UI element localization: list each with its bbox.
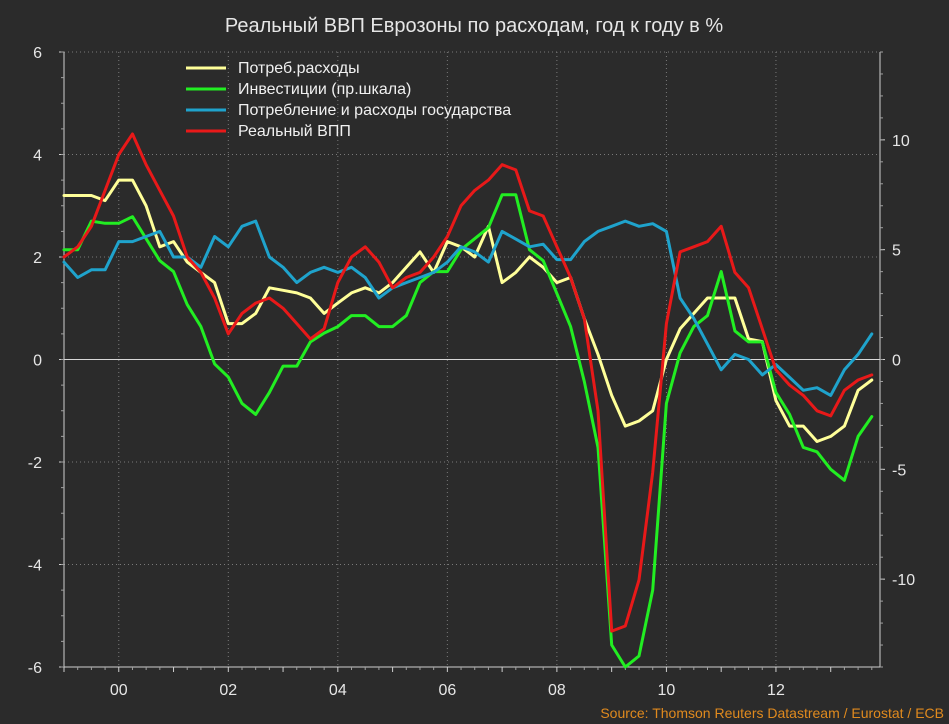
- y-left-tick-label: -6: [28, 660, 42, 677]
- series-line-1: [62, 178, 874, 443]
- series-line-3: [62, 219, 874, 397]
- y-left-tick-label: 6: [33, 45, 42, 62]
- x-tick-label: 06: [438, 682, 456, 699]
- legend: Потреб.расходы Инвестиции (пр.шкала) Потре…: [186, 60, 511, 140]
- y-left-tick-label: -2: [28, 455, 42, 472]
- y-left-tick-label: -4: [28, 558, 42, 575]
- y-left-tick-label: 2: [33, 250, 42, 267]
- x-tick-label: 00: [110, 682, 128, 699]
- series-line-2: [62, 193, 874, 669]
- y-right-tick-label: -5: [892, 462, 906, 479]
- y-right-tick-label: 10: [892, 133, 910, 150]
- chart-title: Реальный ВВП Еврозоны по расходам, год к…: [225, 15, 723, 37]
- x-tick-label: 02: [219, 682, 237, 699]
- x-tick-label: 08: [548, 682, 566, 699]
- y-left-tick-label: 0: [33, 353, 42, 370]
- legend-label-1: Потреб.расходы: [238, 60, 360, 77]
- x-tick-label: 04: [329, 682, 347, 699]
- grid-layer: [64, 51, 880, 668]
- y-left-tick-label: 4: [33, 148, 42, 165]
- legend-label-4: Реальный ВПП: [238, 123, 351, 140]
- y-right-tick-label: 0: [892, 353, 901, 370]
- x-tick-label: 12: [767, 682, 785, 699]
- source-label: Source: Thomson Reuters Datastream / Eur…: [600, 705, 944, 721]
- series-layer: [62, 132, 874, 669]
- legend-label-2: Инвестиции (пр.шкала): [238, 81, 411, 98]
- legend-label-3: Потребление и расходы государства: [238, 102, 511, 119]
- y-right-tick-label: -10: [892, 572, 915, 589]
- x-tick-label: 10: [658, 682, 676, 699]
- series-line-4: [62, 132, 874, 633]
- y-right-tick-label: 5: [892, 243, 901, 260]
